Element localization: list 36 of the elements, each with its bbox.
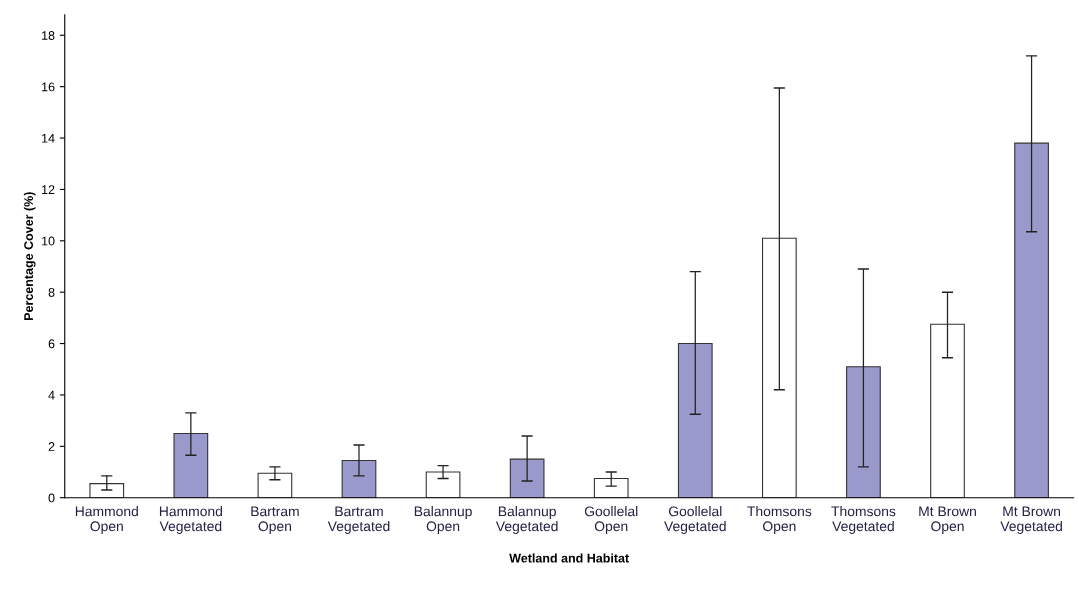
x-tick-label: Goollelal Vegetated: [664, 506, 726, 534]
bar: [257, 472, 293, 498]
y-tick-label: 4: [48, 390, 55, 400]
bar: [425, 471, 461, 498]
y-tick-label: 18: [42, 31, 55, 40]
bar: [509, 458, 545, 498]
bar: [846, 366, 881, 498]
x-tick-label: Hammond Open: [75, 506, 138, 534]
y-tick-label: 2: [48, 442, 55, 451]
y-tick-label: 16: [42, 82, 55, 92]
y-axis-title: Percentage Cover (%): [23, 192, 36, 320]
x-tick-label: Thomsons Vegetated: [831, 506, 896, 534]
y-tick-label: 14: [42, 133, 55, 143]
x-tick-label: Mt Brown Open: [919, 506, 976, 534]
y-tick-label: 10: [42, 236, 55, 246]
bar: [761, 237, 797, 498]
bar: [677, 343, 713, 498]
bar: [341, 459, 377, 498]
x-axis-title: Wetland and Habitat: [509, 553, 629, 563]
x-tick-label: Balannup Vegetated: [495, 506, 558, 534]
y-tick-label: 8: [48, 287, 55, 297]
x-tick-label: Hammond Vegetated: [159, 506, 222, 534]
x-tick-label: Mt Brown Vegetated: [1000, 506, 1062, 534]
bar: [89, 483, 125, 498]
bar: [173, 432, 209, 498]
bar: [930, 323, 965, 498]
x-tick-label: Goollelal Open: [584, 506, 638, 534]
y-tick-label: 6: [48, 339, 55, 349]
y-tick-label: 0: [48, 493, 55, 503]
x-tick-label: Bartram Open: [251, 506, 299, 534]
y-tick-label: 12: [42, 185, 55, 194]
x-tick-label: Balannup Open: [414, 506, 472, 534]
bar: [593, 477, 629, 498]
bar: [1014, 142, 1049, 498]
x-tick-label: Bartram Vegetated: [327, 506, 390, 534]
x-tick-label: Thomsons Open: [747, 506, 812, 534]
